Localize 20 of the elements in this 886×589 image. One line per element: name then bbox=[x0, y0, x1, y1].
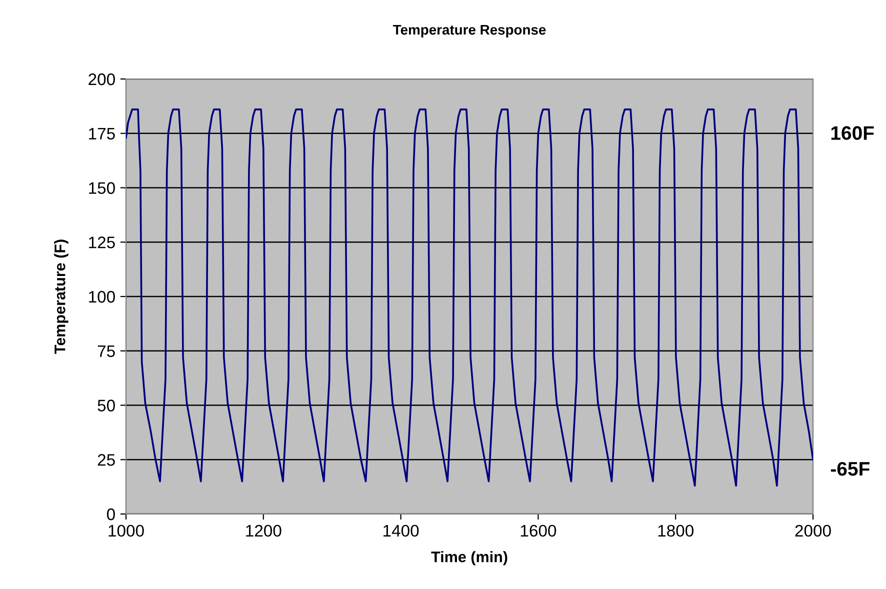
y-axis-title: Temperature (F) bbox=[54, 240, 68, 354]
y-tick-label: 175 bbox=[89, 128, 115, 140]
y-tick-label: 100 bbox=[89, 290, 115, 303]
y-tick-label: 150 bbox=[89, 182, 115, 194]
x-tick-label: 1400 bbox=[384, 524, 419, 537]
x-axis-title: Time (min) bbox=[431, 551, 508, 566]
y-tick-label: 50 bbox=[98, 400, 115, 412]
y-tick-label: 25 bbox=[98, 454, 115, 466]
x-tick-label: 1200 bbox=[246, 524, 282, 537]
x-tick-label: 1600 bbox=[520, 524, 556, 537]
text: 160F bbox=[831, 126, 874, 140]
text: -65F bbox=[830, 462, 870, 476]
y-tick-label: 125 bbox=[89, 236, 115, 248]
y-tick-label: 75 bbox=[98, 345, 115, 358]
chart-title: Temperature Response bbox=[392, 25, 546, 38]
y-tick-label: 200 bbox=[88, 73, 115, 86]
x-tick-label: 2000 bbox=[795, 524, 831, 537]
x-tick-label: 1000 bbox=[108, 524, 144, 537]
y-tick-label: 0 bbox=[106, 508, 115, 520]
x-tick-label: 1800 bbox=[658, 524, 694, 537]
